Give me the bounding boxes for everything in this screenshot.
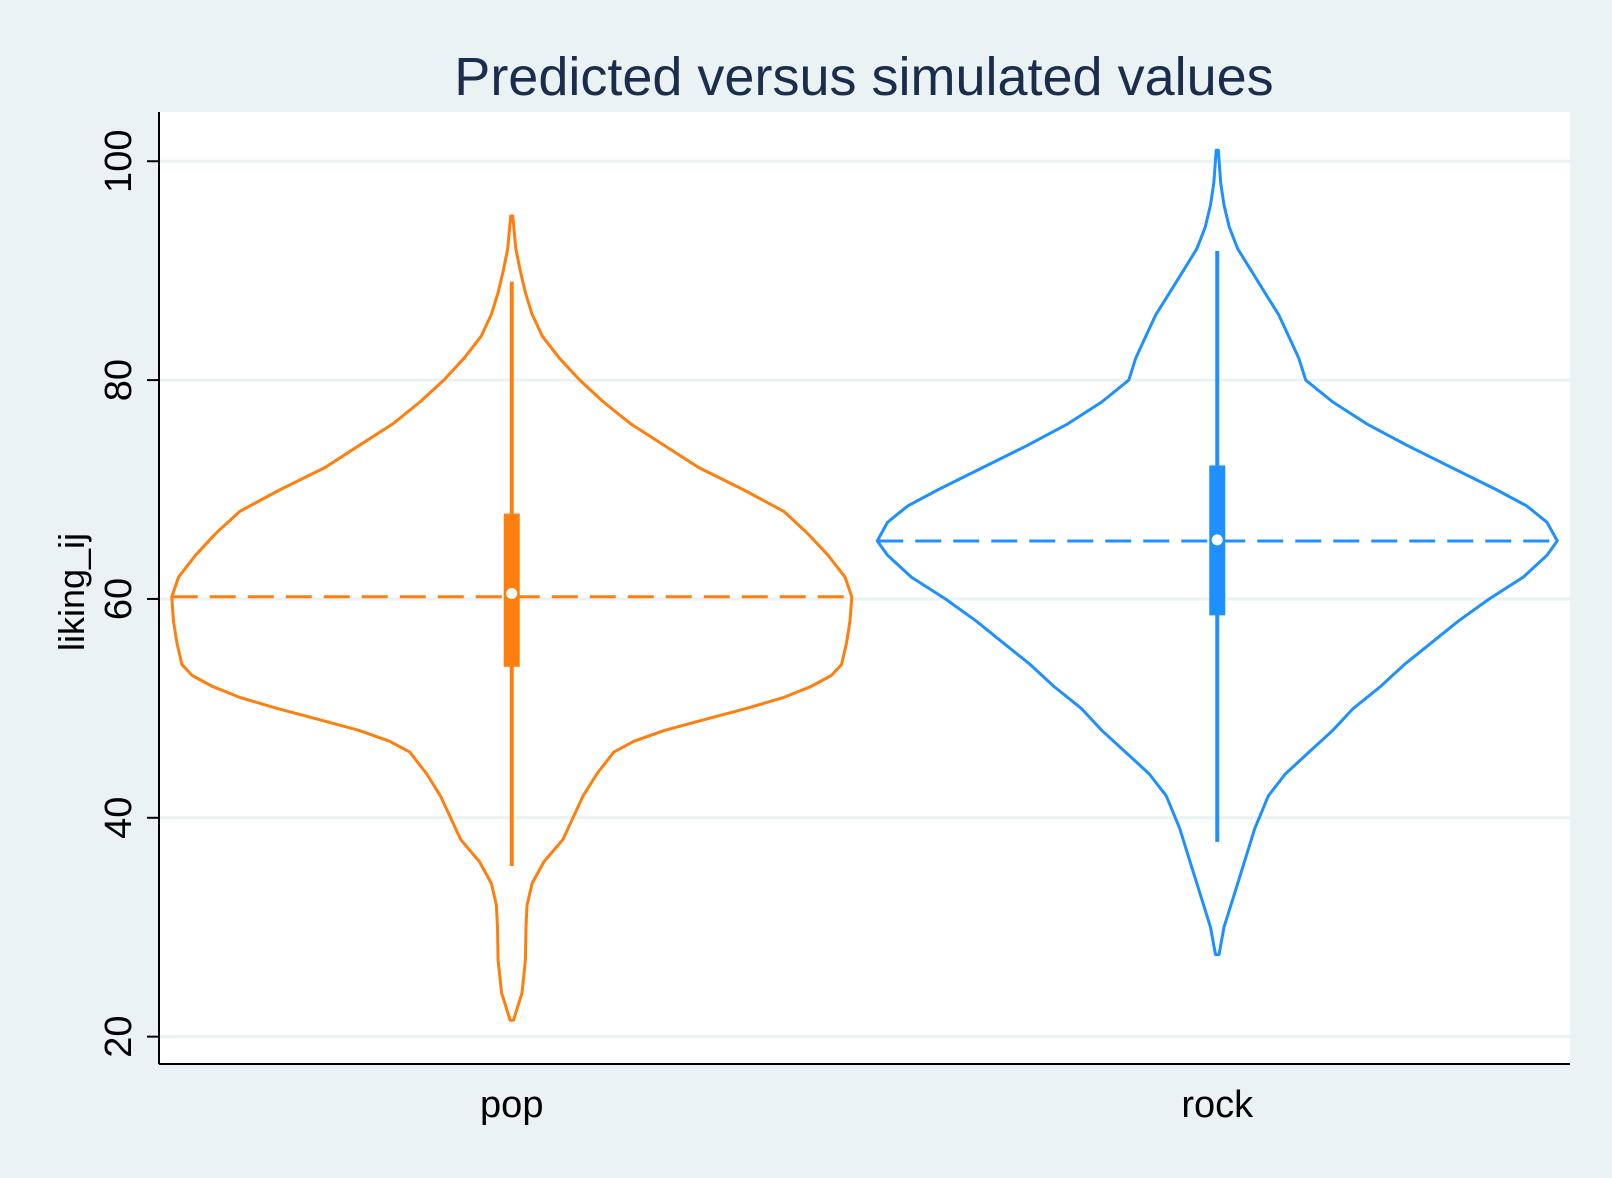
chart-title: Predicted versus simulated values bbox=[454, 47, 1273, 107]
median-marker-pop bbox=[506, 587, 518, 599]
gridlines bbox=[159, 159, 1570, 1039]
x-tick-label-pop: pop bbox=[480, 1084, 543, 1126]
violin-outline-pop bbox=[170, 214, 854, 1022]
x-tick-label-rock: rock bbox=[1181, 1084, 1254, 1126]
y-tick-label-60: 60 bbox=[98, 578, 140, 620]
y-tick-label-40: 40 bbox=[98, 797, 140, 839]
median-marker-rock bbox=[1211, 534, 1223, 546]
y-tick-label-20: 20 bbox=[98, 1016, 140, 1058]
y-tick-label-100: 100 bbox=[98, 130, 140, 193]
violin-outline-rock bbox=[875, 148, 1559, 957]
axes: 20 40 60 80 100 pop rock bbox=[98, 112, 1570, 1126]
plot-area bbox=[159, 112, 1570, 1064]
violins bbox=[170, 148, 1559, 1022]
y-tick-label-80: 80 bbox=[98, 359, 140, 401]
y-axis-label: liking_ij bbox=[51, 533, 92, 651]
